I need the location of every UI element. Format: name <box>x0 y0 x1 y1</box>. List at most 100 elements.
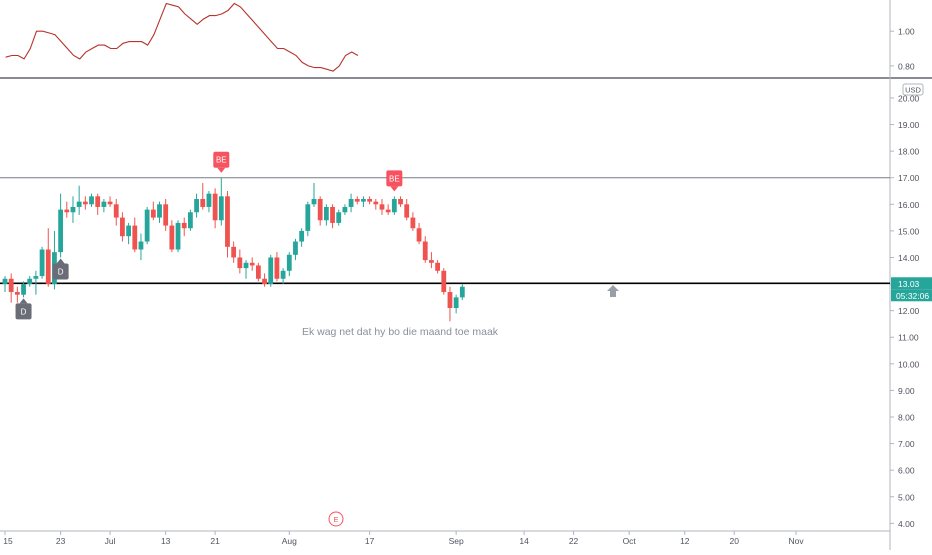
candle[interactable] <box>138 233 144 261</box>
annotation-text[interactable]: Ek wag net dat hy bo die maand toe maak <box>302 326 499 338</box>
ytick-label: 14.00 <box>898 253 920 263</box>
candle[interactable] <box>342 204 348 215</box>
candle-body <box>348 198 354 207</box>
earnings-icon[interactable]: E <box>328 511 344 527</box>
candle[interactable] <box>391 196 397 215</box>
candle[interactable] <box>27 276 33 287</box>
candle-body <box>243 262 249 269</box>
candle[interactable] <box>175 220 181 253</box>
candle[interactable] <box>367 196 373 205</box>
candle[interactable] <box>429 252 434 269</box>
candle[interactable] <box>330 204 335 229</box>
candle[interactable] <box>336 209 342 226</box>
candle[interactable] <box>107 196 113 207</box>
candle[interactable] <box>113 198 119 226</box>
ytick-label: 10.00 <box>898 359 920 369</box>
candle[interactable] <box>243 260 249 279</box>
candle[interactable] <box>274 252 280 282</box>
candle[interactable] <box>323 204 329 226</box>
candle[interactable] <box>237 249 243 274</box>
candle[interactable] <box>398 196 403 207</box>
signal-marker-d[interactable]: D <box>15 298 32 320</box>
candle-body <box>237 257 243 269</box>
candle[interactable] <box>255 262 261 282</box>
candle[interactable] <box>33 270 39 295</box>
candle[interactable] <box>58 193 64 258</box>
candle[interactable] <box>286 252 292 277</box>
candle[interactable] <box>82 196 88 210</box>
candle[interactable] <box>348 193 354 213</box>
candle[interactable] <box>14 286 20 303</box>
candle[interactable] <box>150 201 156 221</box>
candle[interactable] <box>441 268 447 295</box>
candle[interactable] <box>212 188 218 229</box>
candle[interactable] <box>262 273 267 287</box>
candle[interactable] <box>249 257 255 271</box>
signal-marker-be[interactable]: BE <box>213 151 230 173</box>
last-price-value: 13.03 <box>898 279 920 289</box>
candle[interactable] <box>459 284 465 301</box>
countdown-label: 05:32:06 <box>891 289 932 302</box>
candle[interactable] <box>194 193 199 218</box>
candle[interactable] <box>163 198 169 231</box>
candle[interactable] <box>188 209 193 231</box>
candle[interactable] <box>225 191 230 258</box>
candle[interactable] <box>206 191 212 213</box>
candle[interactable] <box>231 241 237 263</box>
candle[interactable] <box>299 228 305 247</box>
candle[interactable] <box>317 196 323 226</box>
candle[interactable] <box>447 286 453 322</box>
candle-body <box>447 292 453 308</box>
candle[interactable] <box>361 196 366 207</box>
candle[interactable] <box>39 246 45 279</box>
xtick-label: 13 <box>161 536 171 546</box>
candle[interactable] <box>311 183 317 207</box>
candle[interactable] <box>21 281 26 298</box>
candle[interactable] <box>218 177 224 226</box>
candle[interactable] <box>453 294 459 314</box>
candle[interactable] <box>385 204 391 215</box>
candle[interactable] <box>416 222 422 245</box>
candle[interactable] <box>373 198 379 210</box>
candle[interactable] <box>144 206 150 245</box>
candle[interactable] <box>293 238 298 261</box>
candle[interactable] <box>64 201 70 218</box>
candle[interactable] <box>305 201 311 237</box>
candle[interactable] <box>200 183 206 210</box>
candle[interactable] <box>8 273 14 303</box>
candle[interactable] <box>89 193 94 207</box>
candle[interactable] <box>181 217 187 237</box>
last-price-label[interactable]: 13.03 <box>891 277 932 290</box>
signal-marker-d[interactable]: D <box>52 258 69 280</box>
candle[interactable] <box>379 198 385 215</box>
candle[interactable] <box>404 198 410 221</box>
candle[interactable] <box>268 254 274 287</box>
candle[interactable] <box>126 222 131 245</box>
candle[interactable] <box>280 268 286 285</box>
candle[interactable] <box>52 230 57 290</box>
candle[interactable] <box>422 236 428 263</box>
candle[interactable] <box>410 212 416 231</box>
candle[interactable] <box>354 196 360 205</box>
marker-box <box>52 263 69 280</box>
candle[interactable] <box>95 193 101 215</box>
candle[interactable] <box>132 217 138 253</box>
candle-body <box>218 196 224 221</box>
candle[interactable] <box>435 260 440 274</box>
xtick-label: 23 <box>56 536 66 546</box>
candle[interactable] <box>101 198 107 213</box>
currency-badge[interactable] <box>902 83 924 96</box>
candle[interactable] <box>45 228 51 287</box>
candle-body <box>311 198 317 205</box>
candle-body <box>385 209 391 213</box>
candle[interactable] <box>169 220 175 253</box>
candle[interactable] <box>76 185 82 215</box>
xtick-label: Sep <box>449 536 464 546</box>
signal-marker-be[interactable]: BE <box>386 170 403 192</box>
candle[interactable] <box>70 196 76 223</box>
candle[interactable] <box>157 201 162 223</box>
candle[interactable] <box>120 212 125 242</box>
candle[interactable] <box>2 276 8 293</box>
